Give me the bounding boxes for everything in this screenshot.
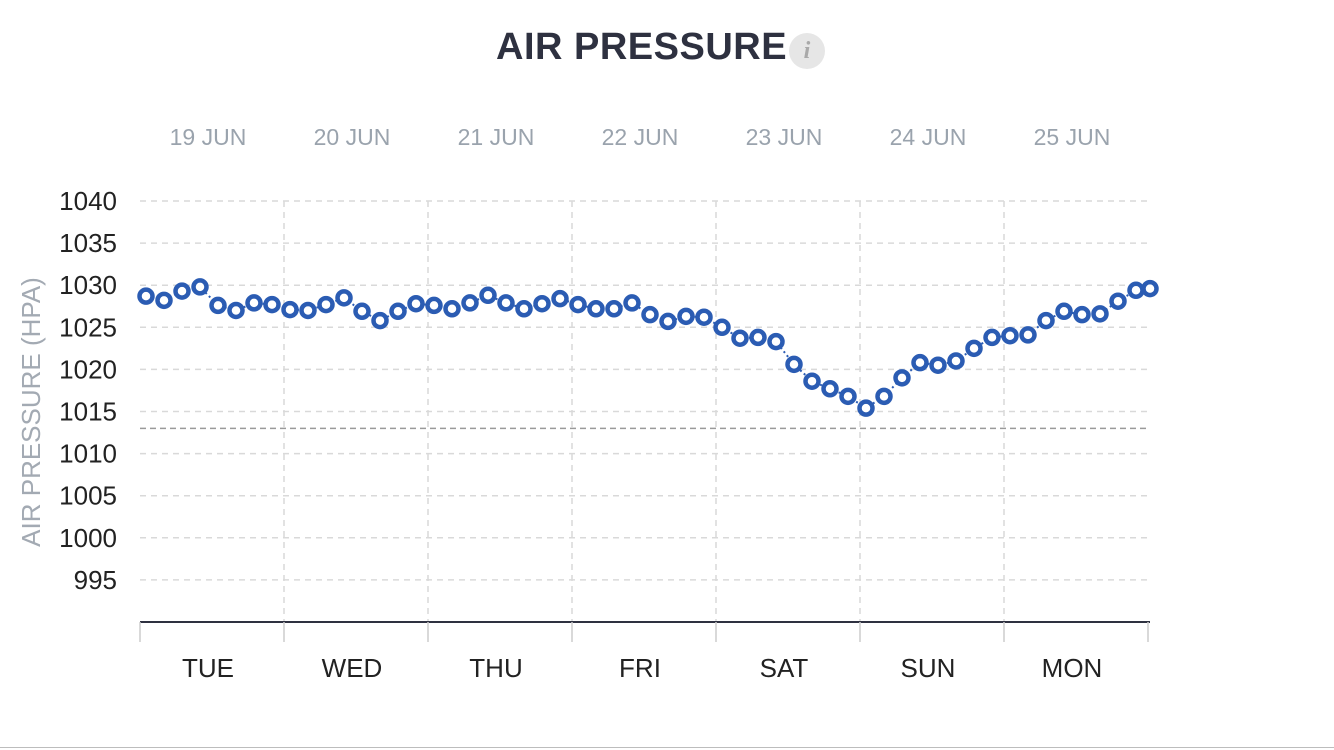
grid-layer <box>140 200 1150 622</box>
data-point <box>317 295 335 314</box>
y-tick-label: 995 <box>74 565 117 595</box>
data-point <box>965 339 983 358</box>
data-point <box>137 287 155 305</box>
data-point <box>839 387 857 406</box>
data-point <box>749 328 767 347</box>
data-point <box>1037 311 1055 330</box>
data-point <box>893 369 911 387</box>
data-point <box>767 332 785 351</box>
day-label: TUE <box>182 653 234 683</box>
data-point <box>731 329 749 347</box>
data-point <box>983 328 1001 347</box>
data-point <box>155 291 173 310</box>
axis-layer <box>139 621 1150 642</box>
y-tick-label: 1000 <box>59 523 117 553</box>
y-tick-label: 1035 <box>59 228 117 258</box>
data-point <box>443 300 461 318</box>
data-point <box>911 353 929 372</box>
day-label: MON <box>1042 653 1103 683</box>
y-tick-label: 1040 <box>59 186 117 216</box>
data-point <box>587 300 605 318</box>
y-tick-label: 1030 <box>59 270 117 300</box>
data-point <box>695 308 713 326</box>
chart-title: AIR PRESSURE <box>496 26 788 68</box>
info-icon[interactable]: i <box>789 33 825 69</box>
data-point <box>245 294 263 312</box>
date-label: 23 JUN <box>746 124 823 150</box>
data-point <box>623 294 641 312</box>
data-point <box>659 312 677 331</box>
data-point <box>1127 281 1145 300</box>
data-point <box>1091 305 1109 323</box>
data-point <box>1001 326 1019 345</box>
y-axis-label: AIR PRESSURE (HPA) <box>16 277 46 547</box>
date-label: 22 JUN <box>602 124 679 150</box>
data-point <box>299 301 317 320</box>
day-label: WED <box>322 653 383 683</box>
data-point <box>497 294 515 312</box>
y-tick-label: 1015 <box>59 397 117 427</box>
data-point <box>785 355 803 374</box>
label-layer: 1040 1035 1030 1025 1020 1015 1010 1005 1000 995 T… <box>59 124 1110 683</box>
data-point <box>227 301 245 320</box>
data-point <box>821 380 839 398</box>
data-point <box>1141 279 1159 298</box>
data-point <box>281 300 299 319</box>
data-point <box>425 296 443 315</box>
data-point <box>569 295 587 314</box>
date-label: 19 JUN <box>170 124 247 150</box>
data-point <box>389 302 407 321</box>
data-point <box>605 300 623 318</box>
data-point <box>803 372 821 390</box>
day-label: FRI <box>619 653 661 683</box>
y-tick-label: 1025 <box>59 312 117 342</box>
data-point <box>677 307 695 326</box>
data-point <box>263 295 281 314</box>
date-label: 24 JUN <box>890 124 967 150</box>
data-point <box>1109 292 1127 310</box>
day-label: THU <box>469 653 522 683</box>
data-point <box>461 294 479 312</box>
data-point <box>641 305 659 324</box>
date-label: 25 JUN <box>1034 124 1111 150</box>
date-label: 20 JUN <box>314 124 391 150</box>
data-point <box>1019 326 1037 344</box>
data-point <box>515 300 533 318</box>
day-label: SAT <box>760 653 809 683</box>
bottom-divider <box>0 747 1334 748</box>
data-point <box>713 318 731 337</box>
data-point <box>191 278 209 296</box>
data-point <box>209 296 227 315</box>
data-point <box>479 286 497 305</box>
data-point <box>551 289 569 308</box>
data-point <box>857 399 875 417</box>
data-point <box>371 311 389 330</box>
date-label: 21 JUN <box>458 124 535 150</box>
day-label: SUN <box>901 653 956 683</box>
y-tick-label: 1010 <box>59 439 117 469</box>
data-point <box>947 352 965 370</box>
data-point <box>1073 305 1091 324</box>
data-point <box>407 294 425 313</box>
data-point <box>173 282 191 300</box>
points-layer <box>137 278 1159 417</box>
y-tick-label: 1020 <box>59 354 117 384</box>
data-point <box>929 356 947 374</box>
data-point <box>1055 302 1073 321</box>
data-point <box>335 289 353 307</box>
data-point <box>533 294 551 313</box>
y-tick-label: 1005 <box>59 481 117 511</box>
data-point <box>875 387 893 406</box>
data-point <box>353 302 371 321</box>
